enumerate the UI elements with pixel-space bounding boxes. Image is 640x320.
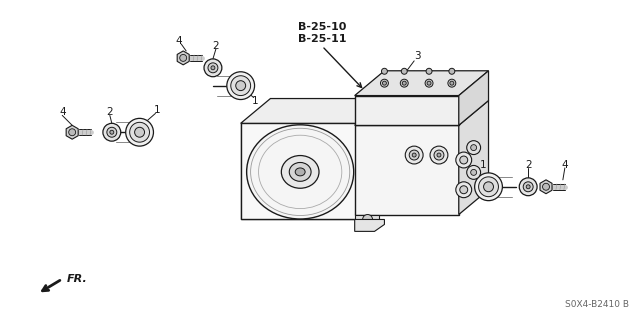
Circle shape xyxy=(409,150,419,160)
Circle shape xyxy=(236,81,246,91)
Circle shape xyxy=(456,182,472,198)
Text: 2: 2 xyxy=(106,108,113,117)
Circle shape xyxy=(467,165,481,179)
Circle shape xyxy=(211,66,215,70)
Circle shape xyxy=(467,141,481,155)
Circle shape xyxy=(524,182,533,192)
Text: 3: 3 xyxy=(414,51,420,61)
Text: 1: 1 xyxy=(154,105,161,116)
Circle shape xyxy=(430,146,448,164)
Ellipse shape xyxy=(289,163,311,181)
Circle shape xyxy=(460,156,468,164)
Circle shape xyxy=(383,81,387,85)
Circle shape xyxy=(103,123,121,141)
Polygon shape xyxy=(365,99,394,220)
Polygon shape xyxy=(355,125,459,214)
Polygon shape xyxy=(459,71,488,125)
Text: 2: 2 xyxy=(212,41,220,51)
Circle shape xyxy=(180,54,187,61)
Polygon shape xyxy=(540,180,552,194)
Ellipse shape xyxy=(282,156,319,188)
Circle shape xyxy=(125,118,154,146)
Circle shape xyxy=(130,122,150,142)
Circle shape xyxy=(450,81,454,85)
Text: B-25-10
B-25-11: B-25-10 B-25-11 xyxy=(298,22,346,44)
Circle shape xyxy=(448,79,456,87)
Ellipse shape xyxy=(246,125,354,219)
Polygon shape xyxy=(355,220,385,231)
Circle shape xyxy=(543,183,550,190)
Circle shape xyxy=(427,81,431,85)
Circle shape xyxy=(456,152,472,168)
Polygon shape xyxy=(355,71,488,96)
Polygon shape xyxy=(355,100,488,125)
Circle shape xyxy=(519,178,537,196)
Text: FR.: FR. xyxy=(67,274,88,284)
Text: 1: 1 xyxy=(480,160,487,170)
Polygon shape xyxy=(66,125,78,139)
Circle shape xyxy=(403,81,406,85)
Circle shape xyxy=(484,182,493,192)
Circle shape xyxy=(475,173,502,201)
Ellipse shape xyxy=(246,125,354,219)
Circle shape xyxy=(449,68,455,74)
Circle shape xyxy=(400,79,408,87)
Polygon shape xyxy=(355,214,380,224)
Polygon shape xyxy=(459,100,488,214)
Ellipse shape xyxy=(295,168,305,176)
Text: 4: 4 xyxy=(561,160,568,170)
Ellipse shape xyxy=(295,168,305,176)
Circle shape xyxy=(208,63,218,73)
Circle shape xyxy=(110,130,114,134)
Text: 1: 1 xyxy=(252,96,259,106)
Text: 2: 2 xyxy=(525,160,531,170)
Ellipse shape xyxy=(282,156,319,188)
Circle shape xyxy=(363,214,372,224)
Circle shape xyxy=(68,129,76,136)
Circle shape xyxy=(401,68,407,74)
Text: S0X4-B2410 B: S0X4-B2410 B xyxy=(565,300,629,309)
Circle shape xyxy=(231,76,251,96)
Circle shape xyxy=(204,59,222,77)
Ellipse shape xyxy=(289,163,311,181)
Circle shape xyxy=(412,153,416,157)
Circle shape xyxy=(380,79,388,87)
Circle shape xyxy=(526,185,530,189)
Polygon shape xyxy=(241,99,394,123)
Circle shape xyxy=(134,127,145,137)
Circle shape xyxy=(470,169,477,175)
Text: 4: 4 xyxy=(59,108,65,117)
Circle shape xyxy=(405,146,423,164)
Circle shape xyxy=(470,145,477,151)
Circle shape xyxy=(107,127,116,137)
Circle shape xyxy=(426,68,432,74)
Circle shape xyxy=(434,150,444,160)
Circle shape xyxy=(460,186,468,194)
Circle shape xyxy=(437,153,441,157)
Polygon shape xyxy=(177,51,189,65)
Circle shape xyxy=(227,72,255,100)
Text: 4: 4 xyxy=(176,36,182,46)
Circle shape xyxy=(479,177,499,197)
Circle shape xyxy=(425,79,433,87)
Polygon shape xyxy=(241,123,365,220)
Circle shape xyxy=(381,68,387,74)
Polygon shape xyxy=(355,96,459,125)
